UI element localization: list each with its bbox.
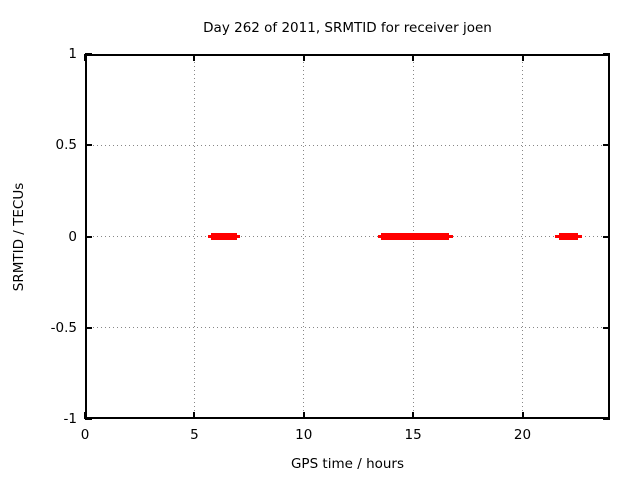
y-tick-mark	[603, 53, 610, 55]
y-gridline	[85, 236, 610, 237]
data-segment-core	[558, 233, 579, 240]
y-tick-mark	[603, 418, 610, 420]
y-gridline	[85, 144, 610, 146]
x-tick-label: 15	[404, 427, 422, 443]
y-tick-mark	[85, 144, 92, 147]
data-segment-core	[381, 233, 450, 240]
y-tick-mark	[85, 53, 92, 55]
x-tick-mark	[412, 54, 415, 61]
y-tick-mark	[85, 326, 92, 329]
y-tick-label: -0.5	[50, 319, 77, 336]
chart-title: Day 262 of 2011, SRMTID for receiver joe…	[203, 20, 492, 36]
x-tick-label: 5	[190, 427, 199, 443]
x-tick-mark	[302, 412, 305, 419]
y-tick-label: 1	[68, 46, 77, 62]
x-tick-label: 0	[80, 427, 90, 443]
x-tick-mark	[84, 54, 86, 61]
x-tick-mark	[521, 412, 524, 419]
x-tick-mark	[302, 54, 305, 61]
data-segment-core	[210, 233, 238, 240]
x-tick-label: 20	[513, 427, 532, 443]
y-gridline	[85, 327, 610, 329]
plot-area	[84, 53, 610, 420]
plot-border-top	[85, 54, 610, 56]
x-tick-mark	[521, 54, 524, 61]
x-tick-mark	[193, 54, 196, 61]
y-tick-mark	[603, 144, 610, 147]
y-tick-label: 0	[68, 228, 77, 245]
x-tick-mark	[84, 412, 86, 419]
y-tick-mark	[603, 235, 610, 238]
y-tick-mark	[85, 418, 92, 420]
y-tick-mark	[603, 326, 610, 329]
plot-border-bottom	[85, 417, 610, 419]
x-tick-label: 10	[295, 427, 313, 443]
y-tick-mark	[85, 235, 92, 238]
y-tick-label: 0.5	[55, 137, 77, 154]
x-axis-label: GPS time / hours	[290, 456, 405, 472]
x-tick-mark	[193, 412, 196, 419]
y-tick-label: -1	[63, 411, 77, 427]
x-tick-mark	[412, 412, 415, 419]
